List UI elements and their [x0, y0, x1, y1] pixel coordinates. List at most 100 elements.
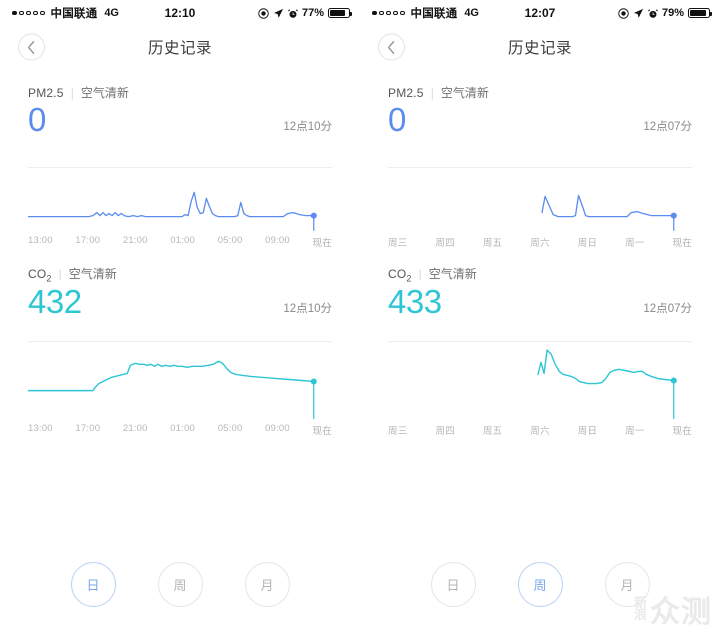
co2-chart-week[interactable] [388, 342, 692, 420]
axis-tick: 周六 [530, 237, 550, 249]
co2-label: CO2 [28, 266, 52, 284]
co2-value-row: 433 12点07分 [388, 283, 692, 321]
axis-tick: 13:00 [28, 423, 53, 435]
status-bar-left: 中国联通 4G [12, 5, 119, 21]
pm25-quality-label: 空气清新 [80, 86, 129, 100]
range-button-label: 月 [260, 578, 274, 593]
signal-dots-icon [372, 10, 405, 16]
axis-tick: 周六 [530, 426, 550, 438]
page-title: 历史记录 [147, 40, 212, 57]
co2-value: 433 [388, 283, 442, 321]
pm25-value: 0 [388, 101, 406, 138]
axis-tick: 周一 [625, 237, 645, 249]
do-not-disturb-icon [618, 7, 629, 19]
axis-tick: 现在 [312, 426, 332, 438]
co2-metric-block-day: CO2 | 空气清新 432 12点10分 [0, 249, 360, 321]
axis-tick: 周四 [435, 237, 455, 249]
pm25-value-row: 0 12点10分 [28, 101, 332, 139]
range-button-label: 周 [533, 578, 547, 593]
pm25-divider [28, 166, 332, 168]
status-bar-day: 中国联通 4G 12:10 77% [0, 0, 360, 26]
pm25-quality-label: 空气清新 [440, 86, 489, 100]
co2-axis-day: 13:00 17:00 21:00 01:00 05:00 09:00 现在 [28, 419, 332, 437]
range-button-label: 日 [86, 578, 100, 593]
range-selector-day: 日 周 月 [0, 562, 360, 607]
range-button-label: 月 [620, 578, 634, 593]
co2-value: 432 [28, 283, 82, 321]
co2-current-point [670, 377, 677, 384]
axis-tick: 周三 [388, 426, 408, 438]
status-bar-right: 79% [618, 7, 713, 19]
alarm-clock-icon [648, 8, 658, 19]
pm25-chart-svg-day [28, 191, 317, 231]
phone-screen-week: 中国联通 4G 12:07 79% 历史记 [360, 0, 720, 637]
pm25-current-point [310, 212, 317, 219]
axis-tick: 05:00 [217, 423, 243, 435]
co2-chart-svg-day [28, 360, 317, 420]
co2-current-point [310, 378, 317, 385]
range-selector-week: 日 周 月 [360, 562, 720, 607]
do-not-disturb-icon [258, 7, 269, 19]
range-button-month[interactable]: 月 [244, 562, 290, 607]
axis-tick: 21:00 [122, 423, 148, 435]
pm25-axis-week: 周三 周四 周五 周六 周日 周一 现在 [388, 231, 692, 249]
pm25-label: PM2.5 [28, 86, 64, 100]
pm25-chart-week[interactable] [388, 168, 692, 231]
status-bar-right: 77% [258, 7, 353, 19]
battery-percent-label: 77% [301, 7, 324, 19]
nav-bar-week: 历史记录 [360, 26, 720, 68]
page-title: 历史记录 [507, 40, 572, 57]
range-button-label: 周 [173, 578, 187, 593]
pm25-chart-wrap-day: 13:00 17:00 21:00 01:00 05:00 09:00 现在 [0, 168, 360, 249]
status-bar-week: 中国联通 4G 12:07 79% [360, 0, 720, 26]
pm25-header: PM2.5 | 空气清新 [388, 68, 692, 101]
axis-tick: 01:00 [170, 423, 196, 435]
co2-header: CO2 | 空气清新 [388, 249, 692, 283]
range-button-month[interactable]: 月 [604, 562, 650, 607]
battery-icon [688, 7, 713, 19]
network-type-label: 4G [104, 7, 119, 19]
co2-quality-label: 空气清新 [68, 266, 117, 281]
pm25-header: PM2.5 | 空气清新 [28, 68, 332, 101]
pm25-metric-block-week: PM2.5 | 空气清新 0 12点07分 [360, 68, 720, 139]
range-button-week[interactable]: 周 [517, 562, 563, 607]
co2-chart-wrap-day: 13:00 17:00 21:00 01:00 05:00 09:00 现在 [0, 342, 360, 437]
co2-header: CO2 | 空气清新 [28, 249, 332, 283]
co2-metric-block-week: CO2 | 空气清新 433 12点07分 [360, 249, 720, 321]
pm25-chart-day[interactable] [28, 168, 332, 231]
range-button-week[interactable]: 周 [157, 562, 203, 607]
status-bar-left: 中国联通 4G [372, 5, 479, 21]
pm25-chart-wrap-week: 周三 周四 周五 周六 周日 周一 现在 [360, 168, 720, 249]
axis-tick: 周五 [482, 426, 503, 438]
range-button-label: 日 [446, 578, 460, 593]
co2-chart-day[interactable] [28, 342, 332, 420]
axis-tick: 01:00 [170, 234, 196, 246]
carrier-label: 中国联通 [50, 8, 98, 20]
back-button[interactable] [378, 33, 405, 61]
co2-divider [28, 341, 332, 343]
chevron-left-icon [387, 40, 395, 54]
carrier-label: 中国联通 [410, 8, 458, 20]
axis-tick: 现在 [672, 426, 692, 438]
back-button[interactable] [18, 33, 45, 61]
axis-tick: 周四 [435, 426, 455, 438]
pm25-timestamp: 12点10分 [283, 120, 332, 133]
alarm-clock-icon [288, 8, 298, 19]
range-button-day[interactable]: 日 [430, 562, 476, 607]
co2-timestamp: 12点10分 [283, 303, 332, 316]
pm25-chart-svg-week [541, 194, 677, 231]
co2-separator: | [418, 266, 422, 281]
pm25-timestamp: 12点07分 [643, 120, 692, 133]
axis-tick: 09:00 [265, 423, 290, 435]
axis-tick: 周日 [577, 426, 598, 438]
nav-bar-day: 历史记录 [0, 26, 360, 68]
axis-tick: 05:00 [217, 234, 243, 246]
range-button-day[interactable]: 日 [70, 562, 116, 607]
pm25-metric-block-day: PM2.5 | 空气清新 0 12点10分 [0, 68, 360, 139]
co2-chart-wrap-week: 周三 周四 周五 周六 周日 周一 现在 [360, 342, 720, 437]
co2-value-row: 432 12点10分 [28, 283, 332, 321]
location-arrow-icon [273, 8, 284, 19]
pm25-value: 0 [28, 101, 46, 138]
network-type-label: 4G [464, 7, 479, 19]
location-arrow-icon [633, 8, 644, 19]
